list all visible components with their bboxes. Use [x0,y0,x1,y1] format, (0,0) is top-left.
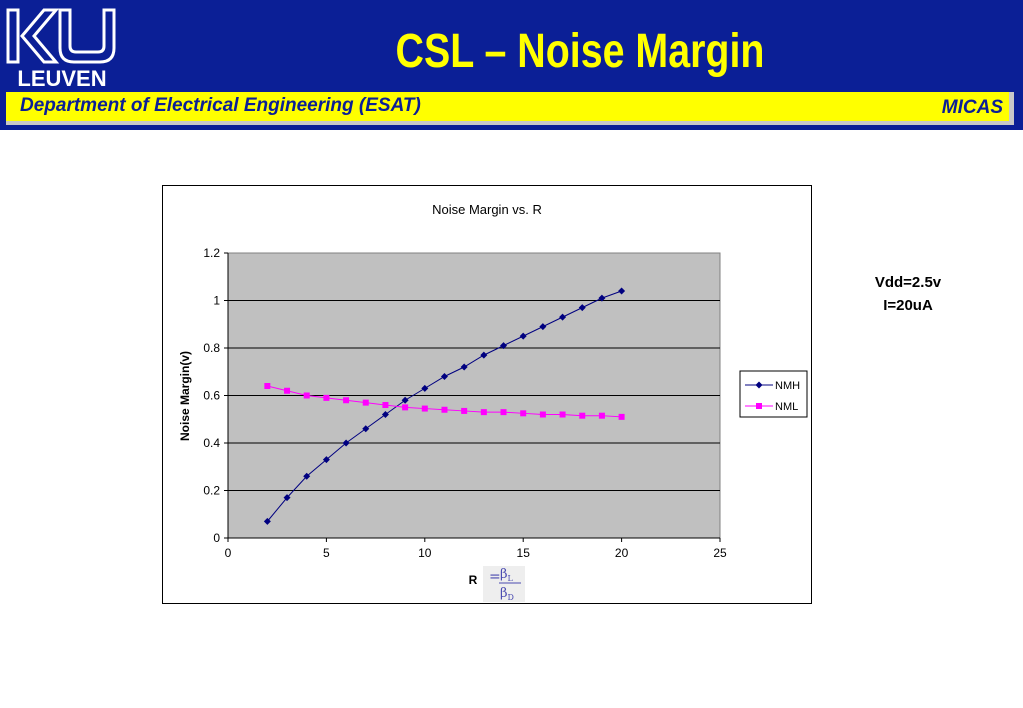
data-point-nml [402,404,409,411]
current-note: I=20uA [883,297,933,314]
x-tick-label: 15 [517,546,531,560]
y-tick-label: 0.8 [203,341,220,355]
legend-nmh-label: NMH [775,380,800,392]
data-point-nml [421,405,428,412]
data-point-nmh [559,313,567,321]
data-point-nmh [578,304,586,312]
data-point-nml [598,412,605,419]
data-point-nml [579,412,586,419]
y-tick-label: 1.2 [203,246,220,260]
data-point-nml [264,383,271,389]
data-point-nmh [283,494,291,502]
data-point-nmh [362,425,370,433]
ku-leuven-logo: LEUVEN [6,8,116,90]
data-point-nmh [500,342,508,350]
data-point-nml [323,394,330,401]
y-tick-label: 1 [213,294,220,308]
data-point-nml [520,410,527,417]
data-point-nmh [263,517,271,525]
slide-header: LEUVEN CSL – Noise Margin Department of … [0,0,1023,130]
formula-numerator-sub: L [508,574,514,583]
data-point-nmh [421,384,429,392]
x-tick-label: 5 [323,546,330,560]
legend-nml-label: NML [775,401,798,413]
y-tick-label: 0 [213,531,220,545]
data-point-nml [618,413,625,420]
department-bar: Department of Electrical Engineering (ES… [6,92,1014,125]
x-tick-label: 10 [418,546,432,560]
data-point-nmh [401,396,409,404]
vdd-note: Vdd=2.5v [874,274,942,291]
x-tick-label: 20 [615,546,629,560]
data-point-nmh [342,439,350,447]
group-name: MICAS [941,97,1003,118]
data-point-nml [284,387,291,394]
y-tick-label: 0.2 [203,484,220,498]
series-nml [264,383,625,420]
department-name: Department of Electrical Engineering (ES… [20,95,421,116]
data-point-nml [343,397,350,404]
data-point-nml [480,409,487,416]
y-tick-label: 0.6 [203,389,220,403]
data-point-nml [500,409,507,416]
chart-frame: Noise Margin vs. R 0 0.2 0.4 0.6 0.8 1 1.2 0 5 1… [162,185,812,604]
data-point-nml [559,411,566,418]
data-point-nmh [539,323,547,331]
data-point-nmh [598,294,606,302]
data-point-nmh [322,456,330,464]
series-layer [263,287,626,525]
data-point-nml [362,399,369,406]
x-axis-formula: = βL βD [483,566,525,602]
formula-numerator: β [500,567,508,582]
data-point-nmh [460,363,468,371]
formula-denominator: β [500,586,508,601]
data-point-nml [539,411,546,418]
data-point-nml [382,402,389,408]
noise-margin-chart: Noise Margin vs. R 0 0.2 0.4 0.6 0.8 1 1.2 0 5 1… [178,202,808,602]
data-point-nml [441,406,448,413]
x-tick-label: 25 [713,546,727,560]
logo-text: LEUVEN [17,66,106,90]
x-axis-ticks: 0 5 10 15 20 25 [225,537,727,560]
svg-text:βD: βD [500,586,514,602]
legend-nmh-marker [755,381,763,389]
formula-denominator-sub: D [508,593,514,602]
data-point-nmh [381,411,389,418]
svg-text:βL: βL [500,567,514,583]
series-nmh [263,287,626,525]
data-point-nmh [303,472,311,480]
chart-legend: NMH NML [739,370,808,418]
x-tick-label: 0 [225,546,232,560]
formula-equals: = [489,569,501,585]
data-point-nmh [440,373,448,380]
y-axis-ticks: 0 0.2 0.4 0.6 0.8 1 1.2 [203,246,229,545]
data-point-nmh [618,287,626,295]
page-title: CSL – Noise Margin [395,25,765,78]
legend-nml-marker [756,403,762,409]
chart-title: Noise Margin vs. R [432,202,542,217]
data-point-nml [461,407,468,414]
y-axis-label: Noise Margin(v) [178,351,192,441]
data-point-nml [303,392,310,399]
x-axis-label: R [469,573,478,587]
data-point-nmh [480,351,488,359]
y-tick-label: 0.4 [203,436,220,450]
data-point-nmh [519,332,527,340]
